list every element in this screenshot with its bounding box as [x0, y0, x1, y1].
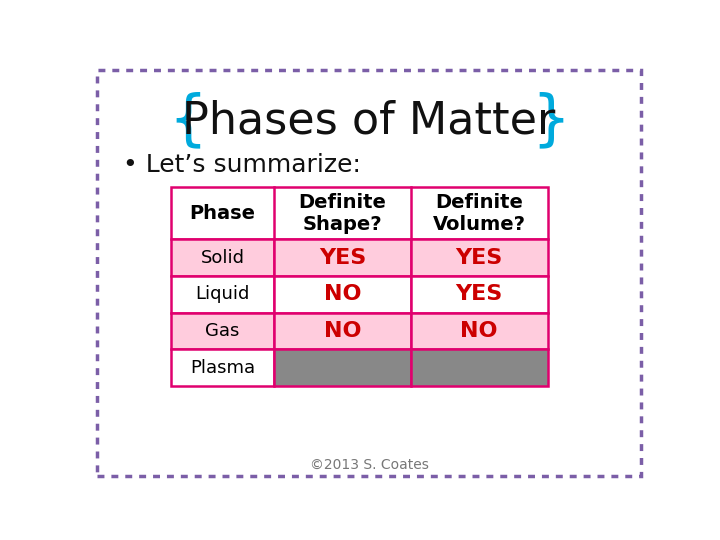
Text: Liquid: Liquid — [195, 285, 250, 303]
Text: Phase: Phase — [189, 204, 256, 223]
Bar — [274, 276, 411, 313]
Text: Phases of Matter: Phases of Matter — [182, 99, 556, 143]
Text: YES: YES — [456, 248, 503, 268]
Bar — [171, 187, 548, 239]
Text: YES: YES — [456, 285, 503, 305]
Text: ©2013 S. Coates: ©2013 S. Coates — [310, 458, 428, 472]
Text: Plasma: Plasma — [190, 359, 255, 376]
Bar — [171, 239, 274, 276]
Bar — [274, 239, 411, 276]
Text: YES: YES — [319, 248, 366, 268]
Bar — [171, 313, 274, 349]
Text: NO: NO — [324, 321, 361, 341]
Bar — [171, 276, 274, 313]
Bar — [274, 349, 411, 386]
Bar — [171, 349, 274, 386]
Text: • Let’s summarize:: • Let’s summarize: — [124, 153, 361, 177]
Text: {: { — [168, 91, 207, 151]
Text: Definite
Volume?: Definite Volume? — [433, 193, 526, 234]
Text: }: } — [531, 91, 570, 151]
Bar — [274, 313, 411, 349]
Text: Gas: Gas — [205, 322, 240, 340]
Text: Solid: Solid — [201, 249, 245, 267]
Bar — [411, 313, 547, 349]
Bar — [411, 349, 547, 386]
Text: NO: NO — [324, 285, 361, 305]
Text: NO: NO — [461, 321, 498, 341]
Bar — [411, 239, 547, 276]
Bar — [411, 276, 547, 313]
Text: Definite
Shape?: Definite Shape? — [299, 193, 387, 234]
FancyBboxPatch shape — [96, 70, 642, 476]
